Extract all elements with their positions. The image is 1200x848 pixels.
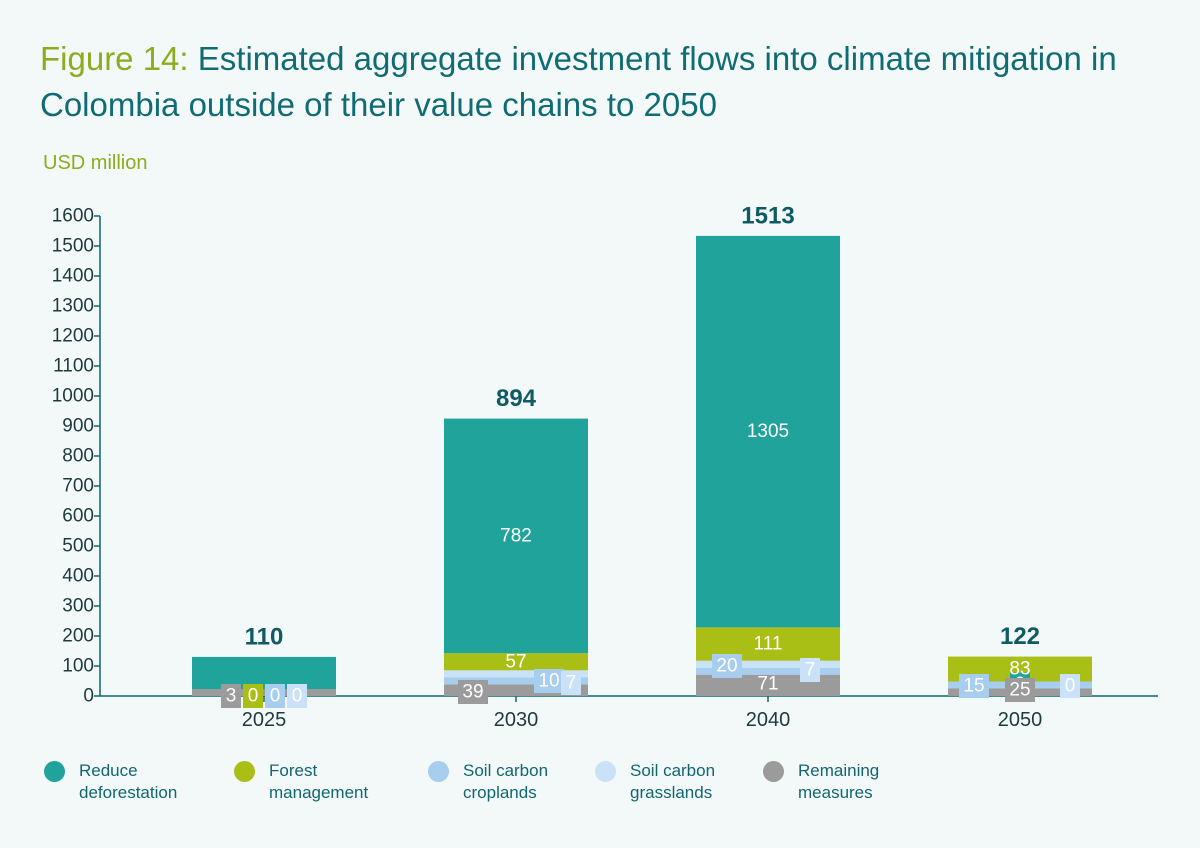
y-tick-label: 900: [62, 416, 94, 437]
y-tick-label: 1200: [52, 326, 94, 347]
data-label-2050-remaining-measures: 25: [1009, 680, 1030, 701]
stacked-bar-chart: 0100200300400500600700800900100011001200…: [52, 202, 1158, 731]
data-label-2050-forest-management: 83: [1009, 659, 1030, 680]
chart-title: Figure 14: Estimated aggregate investmen…: [40, 36, 1160, 128]
data-label-2050-soil-carbon-grasslands: 0: [1065, 676, 1076, 697]
legend-label-reduce-deforestation: Reduce deforestation: [79, 761, 178, 802]
legend-swatch-remaining-measures: [763, 761, 784, 782]
bar-segment-2030-forest-management: [444, 653, 588, 671]
bar-segment-2040-reduce-deforestation: [696, 235, 840, 628]
total-label-2025: 110: [245, 623, 284, 650]
bar-segment-2040-soil-carbon-croplands: [696, 667, 840, 675]
data-label-2040-soil-carbon-croplands: 20: [716, 656, 737, 677]
data-label-2030-remaining-measures: 39: [462, 682, 483, 703]
y-axis-unit-label: USD million: [43, 152, 148, 174]
data-label-2030-reduce-deforestation: 782: [500, 525, 532, 546]
y-tick-label: 1100: [53, 356, 94, 377]
data-label-bg-2025-3: [287, 684, 307, 708]
y-tick-label: 1300: [52, 296, 94, 317]
y-tick-label: 200: [62, 626, 94, 647]
y-tick-label: 1600: [52, 206, 94, 227]
bar-segment-2030-soil-carbon-croplands: [444, 677, 588, 685]
bar-segment-2030-soil-carbon-grasslands: [444, 670, 588, 678]
data-label-2030-forest-management: 57: [505, 651, 526, 672]
bar-segment-2025-remaining-measures: [192, 689, 336, 696]
data-label-2030-soil-carbon-croplands: 10: [538, 671, 559, 692]
data-label-bg-2040-2: [712, 654, 742, 678]
data-label-2025-remaining-measures: 3: [226, 686, 237, 707]
legend-swatch-soil-carbon-grasslands: [595, 761, 616, 782]
y-tick-label: 600: [62, 506, 94, 527]
title-text: Estimated aggregate investment flows int…: [40, 40, 1117, 123]
x-tick-label-2025: 2025: [242, 709, 287, 731]
y-tick-label: 1000: [52, 386, 94, 407]
data-label-bg-2050-3: [1060, 674, 1080, 698]
data-label-bg-2025-2: [265, 684, 285, 708]
legend-label-soil-carbon-grasslands: Soil carbon grasslands: [630, 761, 716, 802]
data-label-bg-2025-4: [221, 684, 241, 708]
data-label-bg-2030-3: [561, 671, 581, 695]
y-tick-label: 0: [83, 686, 94, 707]
y-tick-label: 300: [62, 596, 94, 617]
legend-swatch-forest-management: [234, 761, 255, 782]
data-label-2025-soil-carbon-croplands: 0: [270, 686, 281, 707]
legend-label-forest-management: Forest management: [269, 761, 369, 802]
y-tick-label: 700: [62, 476, 94, 497]
figure-label: Figure 14:: [40, 40, 189, 77]
legend-label-soil-carbon-croplands: Soil carbon croplands: [463, 761, 549, 802]
bar-segment-2040-soil-carbon-grasslands: [696, 660, 840, 668]
y-tick-label: 800: [62, 446, 94, 467]
data-label-2040-remaining-measures: 71: [757, 674, 778, 695]
bar-segment-2030-remaining-measures: [444, 684, 588, 696]
total-label-2050: 122: [1000, 623, 1040, 650]
legend-label-remaining-measures: Remaining measures: [798, 761, 880, 802]
data-label-bg-2050-2: [959, 674, 989, 698]
y-tick-label: 1500: [52, 236, 94, 257]
data-label-2040-soil-carbon-grasslands: 7: [805, 660, 816, 681]
data-label-bg-2050-4: [1005, 678, 1035, 702]
legend-swatch-soil-carbon-croplands: [428, 761, 449, 782]
bar-segment-2030-reduce-deforestation: [444, 418, 588, 654]
data-label-bg-2030-4: [458, 680, 488, 704]
y-tick-label: 500: [62, 536, 94, 557]
y-tick-label: 100: [62, 656, 94, 677]
bar-segment-2025-reduce-deforestation: [192, 656, 336, 689]
x-tick-label-2030: 2030: [494, 709, 539, 731]
data-label-2025-soil-carbon-grasslands: 0: [292, 686, 303, 707]
data-label-2030-soil-carbon-grasslands: 7: [566, 673, 577, 694]
total-label-2030: 894: [496, 385, 537, 412]
x-tick-label-2050: 2050: [998, 709, 1043, 731]
data-label-bg-2030-2: [534, 669, 564, 693]
data-label-2050-soil-carbon-croplands: 15: [963, 676, 984, 697]
x-tick-label-2040: 2040: [746, 709, 791, 731]
data-label-2025-forest-management: 0: [248, 686, 259, 707]
chart-legend: Reduce deforestation Forest management Soi…: [44, 760, 1144, 810]
data-label-2040-reduce-deforestation: 1305: [747, 421, 789, 442]
total-label-2040: 1513: [741, 202, 794, 229]
y-tick-label: 1400: [52, 266, 94, 287]
data-label-2040-forest-management: 111: [754, 634, 783, 655]
data-label-bg-2025-1: [243, 684, 263, 708]
y-tick-label: 400: [62, 566, 94, 587]
data-label-bg-2040-3: [800, 658, 820, 682]
legend-swatch-reduce-deforestation: [44, 761, 65, 782]
